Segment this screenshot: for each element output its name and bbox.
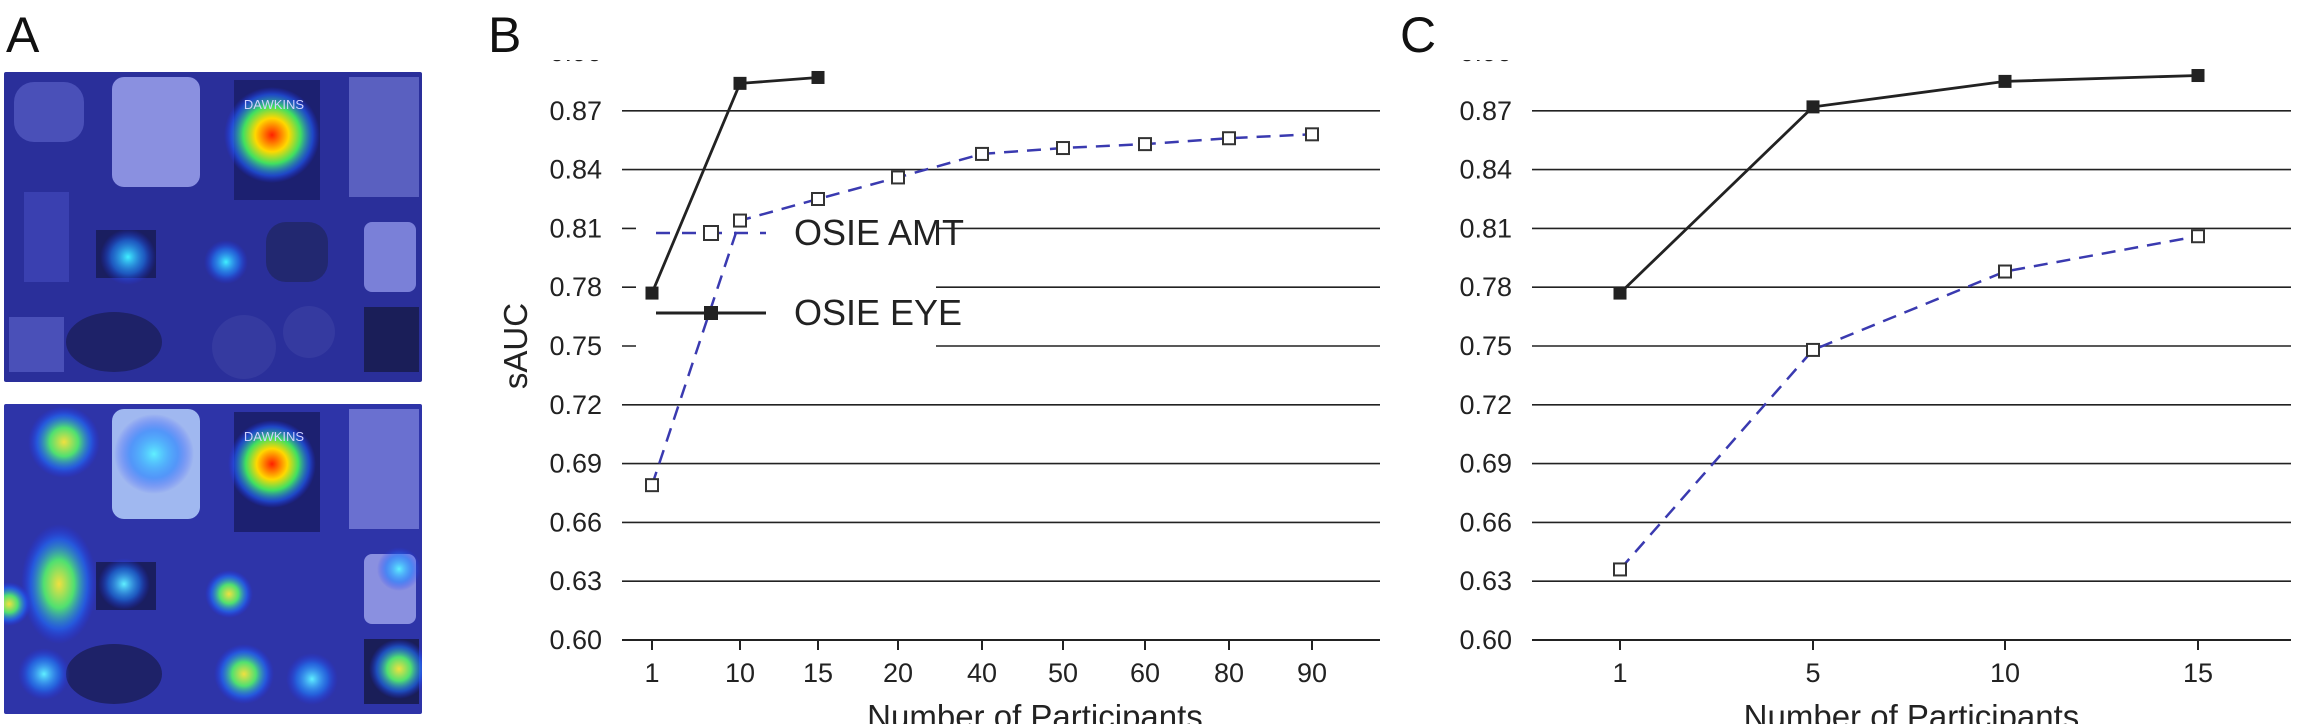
y-tick-label: 0.69 [1459,449,1512,479]
data-point [811,192,825,206]
y-tick-label: 0.63 [1459,566,1512,596]
y-tick-label: 0.75 [549,331,602,361]
x-axis-label: Number of Participants [1744,698,2080,724]
chart-b: 0.90 0.87 0.84 0.81 0.78 0.75 0.72 0.69 0.66 0.63… [497,60,1380,724]
heatmap-photo-bottom: DAWKINS [4,404,422,714]
y-tick-label: 0.90 [549,60,602,67]
data-point [1806,342,1820,357]
x-tick-label: 90 [1297,658,1327,688]
y-tick-label: 0.87 [1459,96,1512,126]
x-tick-label: 10 [725,658,755,688]
y-tick-label: 0.84 [549,155,602,185]
x-tick-label: 50 [1048,658,1078,688]
data-point [1305,127,1319,142]
legend-marker [704,306,718,320]
data-point [1222,131,1236,146]
y-tick-label: 0.75 [1459,331,1512,361]
panel-label-b: B [488,7,522,63]
legend-label: OSIE EYE [794,292,962,333]
data-point [1056,141,1070,156]
chart-c: 0.90 0.87 0.84 0.81 0.78 0.75 0.72 0.69 0.66 0.63… [1459,60,2291,724]
data-point [645,478,659,493]
x-tick-label: 60 [1130,658,1160,688]
y-tick-label: 0.81 [1459,213,1512,243]
y-tick-label: 0.60 [549,625,602,655]
x-tick-label: 5 [1805,658,1820,688]
book-title-bottom: DAWKINS [244,429,305,444]
y-tick-label: 0.69 [549,449,602,479]
legend-background [636,198,936,388]
data-point [975,146,989,161]
y-tick-label: 0.87 [549,96,602,126]
data-point [1138,137,1152,152]
x-tick-label: 20 [883,658,913,688]
data-point [733,213,747,228]
data-point [2191,69,2205,83]
y-axis-label: sAUC [497,303,534,389]
data-point [1613,562,1627,577]
y-tick-label: 0.66 [549,507,602,537]
x-axis-label: Number of Participants [867,698,1203,724]
heatmap-photo-bottom-graphic: DAWKINS [4,404,422,714]
x-tick-label: 10 [1990,658,2020,688]
y-tick-label: 0.72 [549,390,602,420]
y-tick-label: 0.60 [1459,625,1512,655]
y-tick-label: 0.84 [1459,155,1512,185]
data-point [2191,229,2205,244]
heatmap-photo-top: DAWKINS [4,72,422,382]
y-tick-label: 0.78 [549,272,602,302]
y-tick-label: 0.90 [1459,60,1512,67]
data-point [811,70,825,84]
y-tick-label: 0.81 [549,213,602,243]
x-tick-label: 40 [967,658,997,688]
legend-marker [703,225,719,241]
x-tick-label: 15 [803,658,833,688]
y-tick-label: 0.72 [1459,390,1512,420]
y-tick-label: 0.63 [549,566,602,596]
data-point [891,170,905,185]
legend-label: OSIE AMT [794,212,964,253]
y-tick-label: 0.66 [1459,507,1512,537]
x-tick-label: 1 [1612,658,1627,688]
panel-label-a: A [6,7,40,63]
data-point [1613,286,1627,300]
series-line-osie-amt [1619,234,2199,571]
x-tick-label: 80 [1214,658,1244,688]
heatmap-photo-top-graphic: DAWKINS [4,72,422,382]
x-tick-label: 1 [644,658,659,688]
data-point [1806,100,1820,114]
book-title-top: DAWKINS [244,97,305,112]
panel-label-c: C [1400,7,1437,63]
data-point [645,286,659,300]
series-line-osie-eye [1619,74,2199,295]
x-tick-label: 15 [2183,658,2213,688]
data-point [733,76,747,90]
y-tick-label: 0.78 [1459,272,1512,302]
data-point [1998,74,2012,88]
data-point [1998,264,2012,279]
